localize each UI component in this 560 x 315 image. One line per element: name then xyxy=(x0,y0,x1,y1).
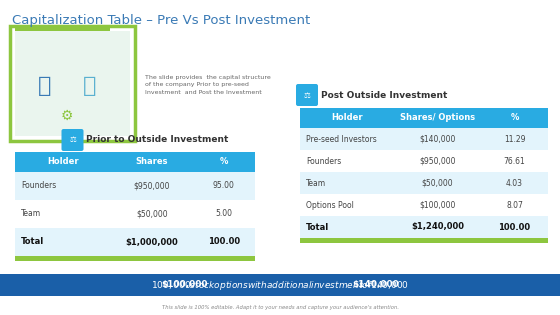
Text: Holder: Holder xyxy=(47,158,79,167)
Text: 95.00: 95.00 xyxy=(213,181,235,191)
Text: 4.03: 4.03 xyxy=(506,179,523,187)
Polygon shape xyxy=(300,172,394,194)
Text: Capitalization Table – Pre Vs Post Investment: Capitalization Table – Pre Vs Post Inves… xyxy=(12,14,310,27)
Text: Holder: Holder xyxy=(332,113,363,123)
Text: $100,000: $100,000 xyxy=(419,201,456,209)
Polygon shape xyxy=(15,200,111,228)
Text: $100,000 stock options with additional investment of $140,000: $100,000 stock options with additional i… xyxy=(151,278,409,291)
Text: 🧑: 🧑 xyxy=(38,76,52,96)
Text: 8.07: 8.07 xyxy=(506,201,523,209)
Text: $50,000: $50,000 xyxy=(422,179,454,187)
Text: $140,000: $140,000 xyxy=(419,135,456,144)
Polygon shape xyxy=(300,128,394,150)
Polygon shape xyxy=(394,194,481,216)
Polygon shape xyxy=(481,108,548,128)
Text: Total: Total xyxy=(306,222,329,232)
FancyBboxPatch shape xyxy=(62,129,83,151)
Polygon shape xyxy=(111,172,193,200)
Text: Pre-seed Investors: Pre-seed Investors xyxy=(306,135,377,144)
Polygon shape xyxy=(300,194,394,216)
Text: Prior to Outside Investment: Prior to Outside Investment xyxy=(86,135,229,145)
Text: 76.61: 76.61 xyxy=(503,157,525,165)
Polygon shape xyxy=(15,26,110,31)
Polygon shape xyxy=(394,108,481,128)
Text: $50,000: $50,000 xyxy=(136,209,167,219)
Polygon shape xyxy=(481,216,548,238)
Text: Shares/ Options: Shares/ Options xyxy=(400,113,475,123)
Polygon shape xyxy=(193,152,255,172)
Polygon shape xyxy=(193,172,255,200)
Polygon shape xyxy=(15,256,255,261)
Text: %: % xyxy=(510,113,519,123)
Text: Options Pool: Options Pool xyxy=(306,201,354,209)
Polygon shape xyxy=(481,172,548,194)
Text: Shares: Shares xyxy=(136,158,168,167)
Polygon shape xyxy=(394,172,481,194)
Text: 🧑: 🧑 xyxy=(83,76,97,96)
Polygon shape xyxy=(193,200,255,228)
Text: %: % xyxy=(220,158,228,167)
Text: 100.00: 100.00 xyxy=(208,238,240,247)
Text: $1,000,000: $1,000,000 xyxy=(125,238,178,247)
Polygon shape xyxy=(394,216,481,238)
Text: Post Outside Investment: Post Outside Investment xyxy=(321,90,447,100)
Text: The slide provides  the capital structure
of the company Prior to pre-seed
Inves: The slide provides the capital structure… xyxy=(145,75,270,95)
Polygon shape xyxy=(300,150,394,172)
Text: $100,000: $100,000 xyxy=(161,280,208,289)
Text: $1,240,000: $1,240,000 xyxy=(411,222,464,232)
Text: Team: Team xyxy=(21,209,41,219)
Polygon shape xyxy=(481,150,548,172)
Polygon shape xyxy=(15,152,111,172)
FancyBboxPatch shape xyxy=(296,84,318,106)
Text: $950,000: $950,000 xyxy=(133,181,170,191)
Polygon shape xyxy=(0,274,560,296)
Polygon shape xyxy=(481,194,548,216)
Text: 11.29: 11.29 xyxy=(504,135,525,144)
Polygon shape xyxy=(394,150,481,172)
Text: 100.00: 100.00 xyxy=(498,222,530,232)
Polygon shape xyxy=(111,152,193,172)
Polygon shape xyxy=(300,108,394,128)
Polygon shape xyxy=(15,172,111,200)
Text: Founders: Founders xyxy=(306,157,341,165)
Text: Founders: Founders xyxy=(21,181,56,191)
Polygon shape xyxy=(15,31,130,136)
Polygon shape xyxy=(111,200,193,228)
Text: $140,000: $140,000 xyxy=(352,280,399,289)
Text: $950,000: $950,000 xyxy=(419,157,456,165)
Text: Team: Team xyxy=(306,179,326,187)
Text: This slide is 100% editable. Adapt it to your needs and capture your audience's : This slide is 100% editable. Adapt it to… xyxy=(161,306,399,311)
Text: 5.00: 5.00 xyxy=(215,209,232,219)
Polygon shape xyxy=(111,228,193,256)
Polygon shape xyxy=(394,128,481,150)
Polygon shape xyxy=(300,238,548,243)
Polygon shape xyxy=(481,128,548,150)
Text: ⚖: ⚖ xyxy=(69,135,76,145)
Text: ⚙: ⚙ xyxy=(60,109,73,123)
Polygon shape xyxy=(193,228,255,256)
Text: Total: Total xyxy=(21,238,44,247)
Text: ⚖: ⚖ xyxy=(304,90,310,100)
Polygon shape xyxy=(15,228,111,256)
Polygon shape xyxy=(300,216,394,238)
